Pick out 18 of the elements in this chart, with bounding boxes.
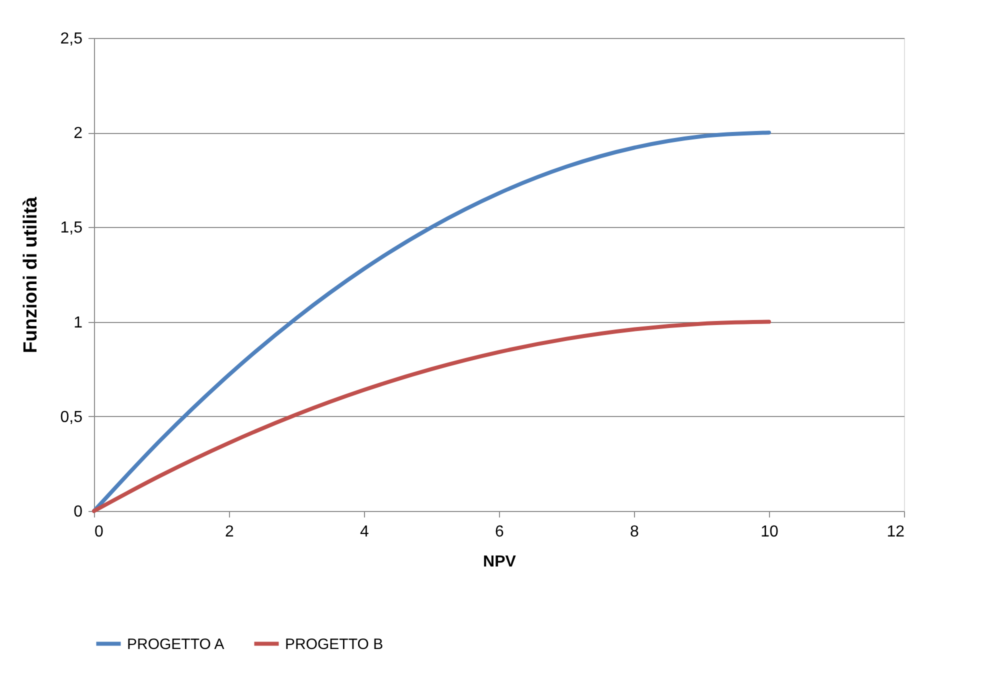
- y-tick-label: 0,5: [60, 408, 83, 426]
- x-tick-label: 0: [94, 524, 104, 540]
- legend-label: PROGETTO A: [127, 636, 224, 653]
- y-tick-label: 2,5: [60, 30, 83, 48]
- line-series: [92, 320, 771, 513]
- x-tick-label: 6: [495, 524, 504, 540]
- x-tick-label: 12: [886, 524, 905, 540]
- legend-label: PROGETTO B: [285, 636, 384, 653]
- y-tick-label: 0: [74, 504, 83, 520]
- x-tick-label: 2: [225, 524, 234, 540]
- x-axis-title: NPV: [483, 554, 516, 570]
- y-tick-label: 1: [74, 314, 83, 332]
- x-tick-label: 4: [360, 524, 370, 540]
- x-tick-label: 8: [630, 524, 640, 540]
- y-tick-label: 1,5: [60, 220, 83, 237]
- x-tick-label: 10: [760, 524, 778, 540]
- y-tick-label: 2: [74, 125, 83, 142]
- y-axis-title: Funzioni di utilità: [20, 196, 42, 354]
